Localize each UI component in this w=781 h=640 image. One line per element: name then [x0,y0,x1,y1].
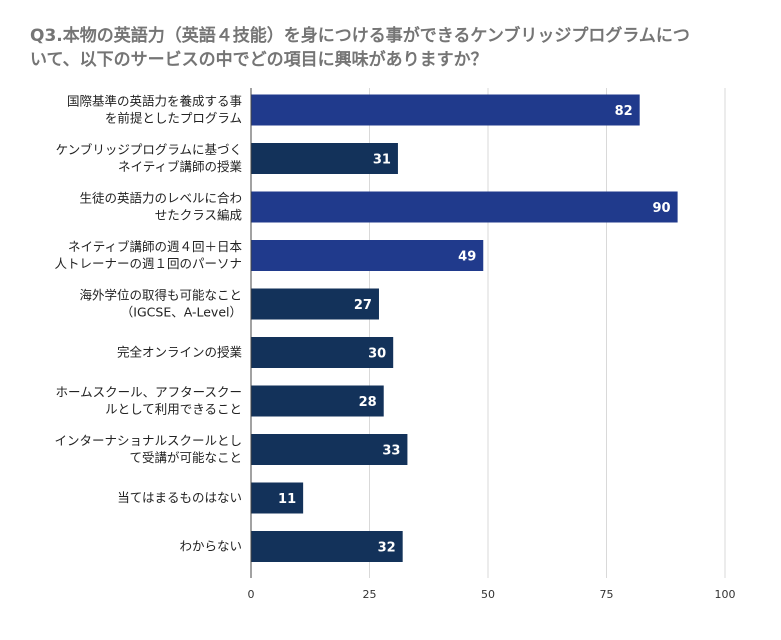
chart-title-line-2: いて、以下のサービスの中でどの項目に興味がありますか？ [30,50,488,70]
data-label: 90 [653,201,671,216]
category-label: 生徒の英語力のレベルに合わ [79,191,242,206]
bar [251,191,678,223]
data-label: 30 [368,347,386,362]
data-label: 32 [378,541,396,556]
category-label: ネイティブ講師の週４回＋日本 [68,239,243,254]
data-label: 33 [382,444,400,459]
x-tick-label: 25 [363,588,377,601]
category-label: ネイティブ講師の授業 [118,159,243,174]
category-label: ケンブリッジプログラムに基づく [56,142,242,157]
bar [251,531,403,562]
bar [251,143,398,174]
chart-title: Q3.本物の英語力（英語４技能）を身につける事ができるケンブリッジプログラムにつ… [30,24,760,72]
x-tick-label: 75 [600,588,614,601]
data-label: 27 [354,298,372,313]
chart-title-line-1: Q3.本物の英語力（英語４技能）を身につける事ができるケンブリッジプログラムにつ [30,26,690,46]
data-label: 11 [278,492,296,507]
category-label: 海外学位の取得も可能なこと [79,288,242,303]
bar [251,434,408,465]
bar [251,385,384,417]
x-tick-label: 50 [481,588,495,601]
category-label: 国際基準の英語力を養成する事 [67,94,242,109]
category-label: わからない [179,539,242,554]
category-label: ルとして利用できること [105,402,242,417]
data-label: 28 [359,395,377,410]
bar [251,288,379,320]
bar [251,94,640,126]
bar [251,482,304,514]
x-tick-label: 0 [248,588,255,601]
category-label: せたクラス編成 [155,208,242,223]
x-tick-label: 100 [715,588,736,601]
category-label: 当てはまるものはない [117,490,242,505]
category-label: 人トレーナーの週１回のパーソナ [54,256,242,271]
category-label: を前提としたプログラム [105,111,242,126]
data-label: 49 [458,250,476,265]
category-label: 完全オンラインの授業 [117,345,243,360]
category-label: ホームスクール、アフタースクー [55,385,242,400]
bar [251,240,484,271]
category-label: インターナショナルスクールとし [54,433,242,448]
data-label: 82 [615,104,633,119]
data-label: 31 [373,153,391,168]
category-label: て受講が可能なこと [129,450,242,465]
category-label: （IGCSE、A-Level） [121,305,242,320]
bar [251,337,394,368]
